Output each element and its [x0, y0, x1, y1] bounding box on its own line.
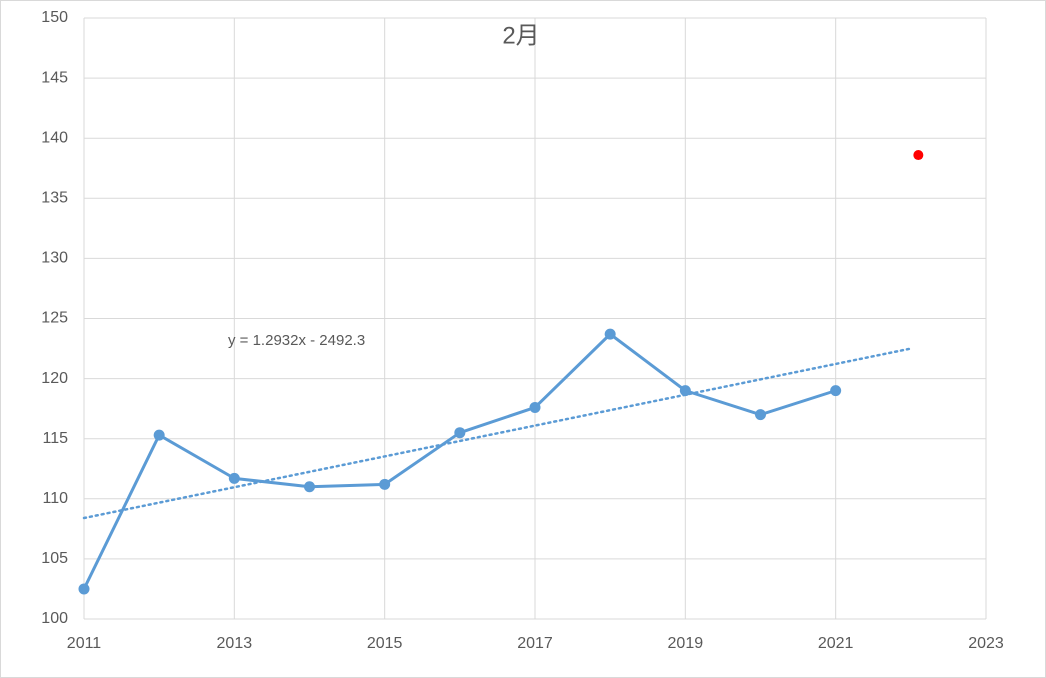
trendline: [82, 347, 913, 520]
grid: [83, 17, 987, 620]
trendline-equation: y = 1.2932x - 2492.3: [228, 332, 365, 349]
y-tick-label: 150: [41, 9, 68, 26]
plot-area: [78, 150, 924, 595]
y-tick-label: 110: [42, 490, 68, 507]
data-point: [604, 328, 616, 340]
data-point: [78, 583, 90, 595]
chart-title: 2月: [502, 22, 539, 49]
x-tick-label: 2013: [217, 635, 253, 652]
y-tick-label: 105: [41, 550, 68, 567]
y-tick-label: 130: [41, 250, 68, 267]
x-tick-label: 2011: [67, 635, 102, 652]
data-point: [454, 427, 466, 439]
data-point: [304, 481, 315, 493]
data-point: [529, 401, 541, 413]
data-point: [679, 385, 691, 397]
data-point: [755, 409, 766, 421]
data-point: [379, 478, 391, 490]
x-tick-label: 2019: [668, 635, 704, 652]
y-tick-label: 125: [41, 310, 68, 327]
y-tick-label: 145: [41, 69, 68, 86]
y-tick-label: 115: [42, 430, 68, 447]
data-point: [228, 472, 240, 484]
data-point: [153, 429, 165, 441]
x-tick-label: 2015: [367, 635, 403, 652]
y-tick-label: 140: [41, 129, 68, 146]
x-tick-label: 2017: [517, 635, 553, 652]
data-point: [830, 385, 842, 397]
y-tick-label: 120: [41, 370, 68, 387]
y-tick-label: 100: [41, 610, 68, 627]
x-tick-label: 2021: [818, 635, 854, 652]
y-tick-label: 135: [41, 190, 68, 207]
highlight-point: [913, 150, 924, 161]
x-tick-label: 2023: [968, 635, 1004, 652]
